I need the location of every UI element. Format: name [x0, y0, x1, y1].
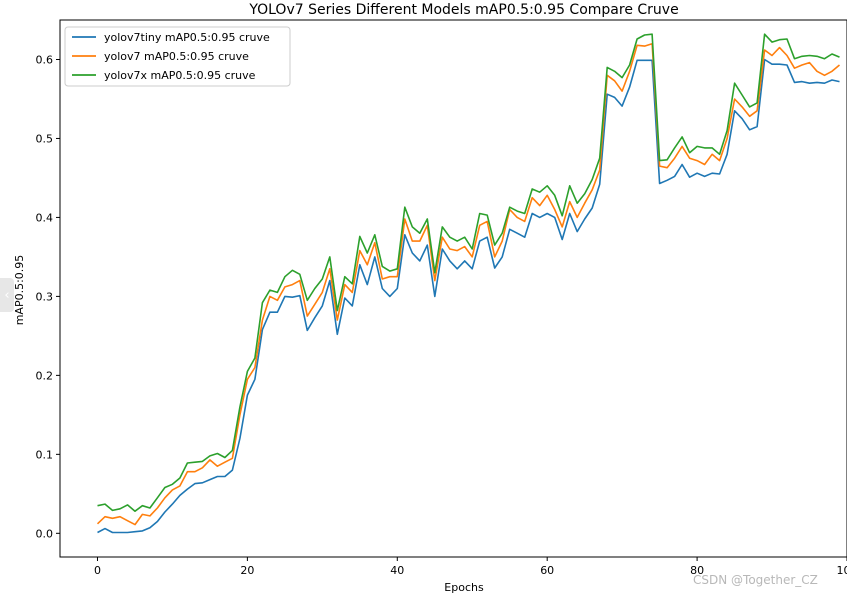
watermark: CSDN @Together_CZ	[693, 573, 818, 587]
x-axis: 0 20 40 60 80 100	[94, 557, 847, 577]
x-tick-label: 0	[94, 564, 101, 577]
x-tick-label: 60	[540, 564, 554, 577]
y-axis-label: mAP0.5:0.95	[13, 255, 26, 326]
y-tick-label: 0.0	[36, 527, 54, 540]
legend: yolov7tiny mAP0.5:0.95 cruve yolov7 mAP0.…	[64, 26, 291, 87]
legend-label-1: yolov7tiny mAP0.5:0.95 cruve	[104, 31, 270, 44]
y-axis: 0.0 0.1 0.2 0.3 0.4 0.5 0.6	[36, 53, 60, 540]
x-tick-label: 80	[690, 564, 704, 577]
y-tick-label: 0.6	[36, 53, 54, 66]
x-tick-label: 100	[837, 564, 847, 577]
legend-label-3: yolov7x mAP0.5:0.95 cruve	[104, 69, 256, 82]
x-axis-label: Epochs	[444, 581, 484, 594]
series-line-1	[97, 58, 840, 534]
chevron-left-icon: ‹	[4, 287, 10, 303]
y-tick-label: 0.2	[36, 369, 54, 382]
series-line-2	[96, 42, 841, 526]
plot-area	[59, 19, 847, 558]
y-tick-label: 0.5	[36, 132, 54, 145]
x-tick-label: 40	[390, 564, 404, 577]
y-tick-label: 0.3	[36, 290, 54, 303]
x-tick-label: 20	[240, 564, 254, 577]
back-tab[interactable]: ‹	[0, 278, 14, 312]
chart-title: YOLOv7 Series Different Models mAP0.5:0.…	[248, 2, 678, 18]
y-tick-label: 0.1	[36, 448, 54, 461]
legend-box	[64, 26, 291, 87]
legend-label-2: yolov7 mAP0.5:0.95 cruve	[104, 50, 249, 63]
series-layer	[96, 33, 841, 534]
y-tick-label: 0.4	[36, 211, 54, 224]
series-line-3	[97, 33, 840, 512]
